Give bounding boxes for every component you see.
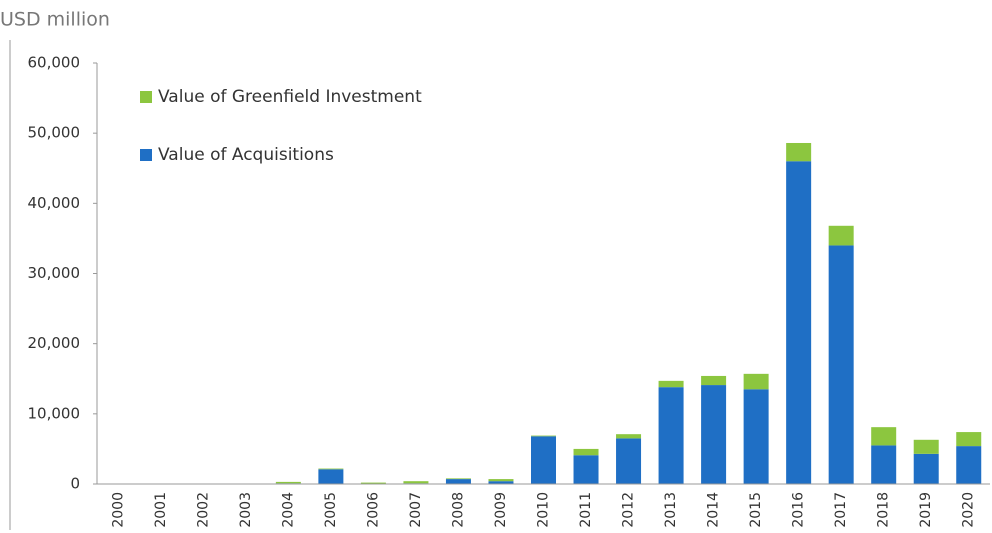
- bar-segment: [871, 445, 897, 484]
- x-tick-label: 2008: [450, 492, 466, 528]
- x-tick-label: 2020: [961, 492, 977, 528]
- bar-segment: [488, 481, 514, 484]
- y-tick-label: 10,000: [28, 404, 81, 422]
- bar-segment: [956, 432, 982, 447]
- bar-segment: [488, 479, 514, 482]
- x-tick-label: 2007: [408, 492, 424, 528]
- legend-swatch: [140, 91, 152, 103]
- bar-segment: [658, 380, 684, 388]
- bar-segment: [701, 375, 727, 386]
- bar-segment: [318, 468, 344, 470]
- bar-segment: [318, 469, 344, 484]
- x-tick-label: 2014: [706, 492, 722, 528]
- legend-label: Value of Greenfield Investment: [158, 87, 422, 107]
- x-tick-label: 2006: [365, 492, 381, 528]
- x-tick-label: 2010: [536, 492, 552, 528]
- x-tick-label: 2004: [280, 492, 296, 528]
- y-tick-label: 30,000: [28, 264, 81, 282]
- bar-segment: [743, 389, 769, 484]
- bar-segment: [743, 373, 769, 390]
- x-tick-label: 2016: [791, 492, 807, 528]
- x-tick-label: 2019: [918, 492, 934, 528]
- x-tick-label: 2003: [238, 492, 254, 528]
- bar-segment: [531, 436, 556, 484]
- bar-segment: [828, 225, 854, 246]
- x-tick-label: 2018: [876, 492, 892, 528]
- y-tick-label: 60,000: [28, 54, 81, 72]
- bar-segment: [275, 481, 301, 484]
- bar-segment: [573, 448, 599, 456]
- legend-swatch: [140, 149, 152, 161]
- y-tick-label: 0: [70, 475, 80, 493]
- y-tick-label: 40,000: [28, 194, 81, 212]
- bar-segment: [403, 481, 429, 484]
- x-tick-label: 2017: [833, 492, 849, 528]
- chart-subtitle: USD million: [0, 9, 110, 31]
- x-tick-label: 2009: [493, 492, 509, 528]
- x-tick-label: 2012: [621, 492, 637, 528]
- bar-segment: [445, 478, 471, 480]
- legend-label: Value of Acquisitions: [158, 145, 334, 165]
- bar-segment: [956, 446, 982, 484]
- bar-segment: [445, 479, 471, 484]
- x-tick-label: 2000: [110, 492, 126, 528]
- bar-segment: [531, 435, 556, 437]
- bar-segment: [828, 245, 854, 484]
- bar-segment: [913, 453, 939, 484]
- bar-segment: [701, 385, 727, 484]
- bar-segment: [616, 434, 642, 439]
- bar-segment: [360, 482, 386, 484]
- bar-segment: [913, 439, 939, 454]
- y-tick-label: 50,000: [28, 124, 81, 142]
- bar-segment: [616, 438, 642, 484]
- y-tick-label: 20,000: [28, 334, 81, 352]
- x-tick-label: 2002: [195, 492, 211, 528]
- x-tick-label: 2011: [578, 492, 594, 528]
- bar-segment: [658, 387, 684, 484]
- x-tick-label: 2001: [153, 492, 169, 528]
- x-tick-label: 2015: [748, 492, 764, 528]
- bar-segment: [786, 161, 812, 484]
- bar-segment: [573, 455, 599, 484]
- x-tick-label: 2005: [323, 492, 339, 528]
- bar-segment: [871, 427, 897, 446]
- x-tick-label: 2013: [663, 492, 679, 528]
- bar-segment: [786, 142, 812, 162]
